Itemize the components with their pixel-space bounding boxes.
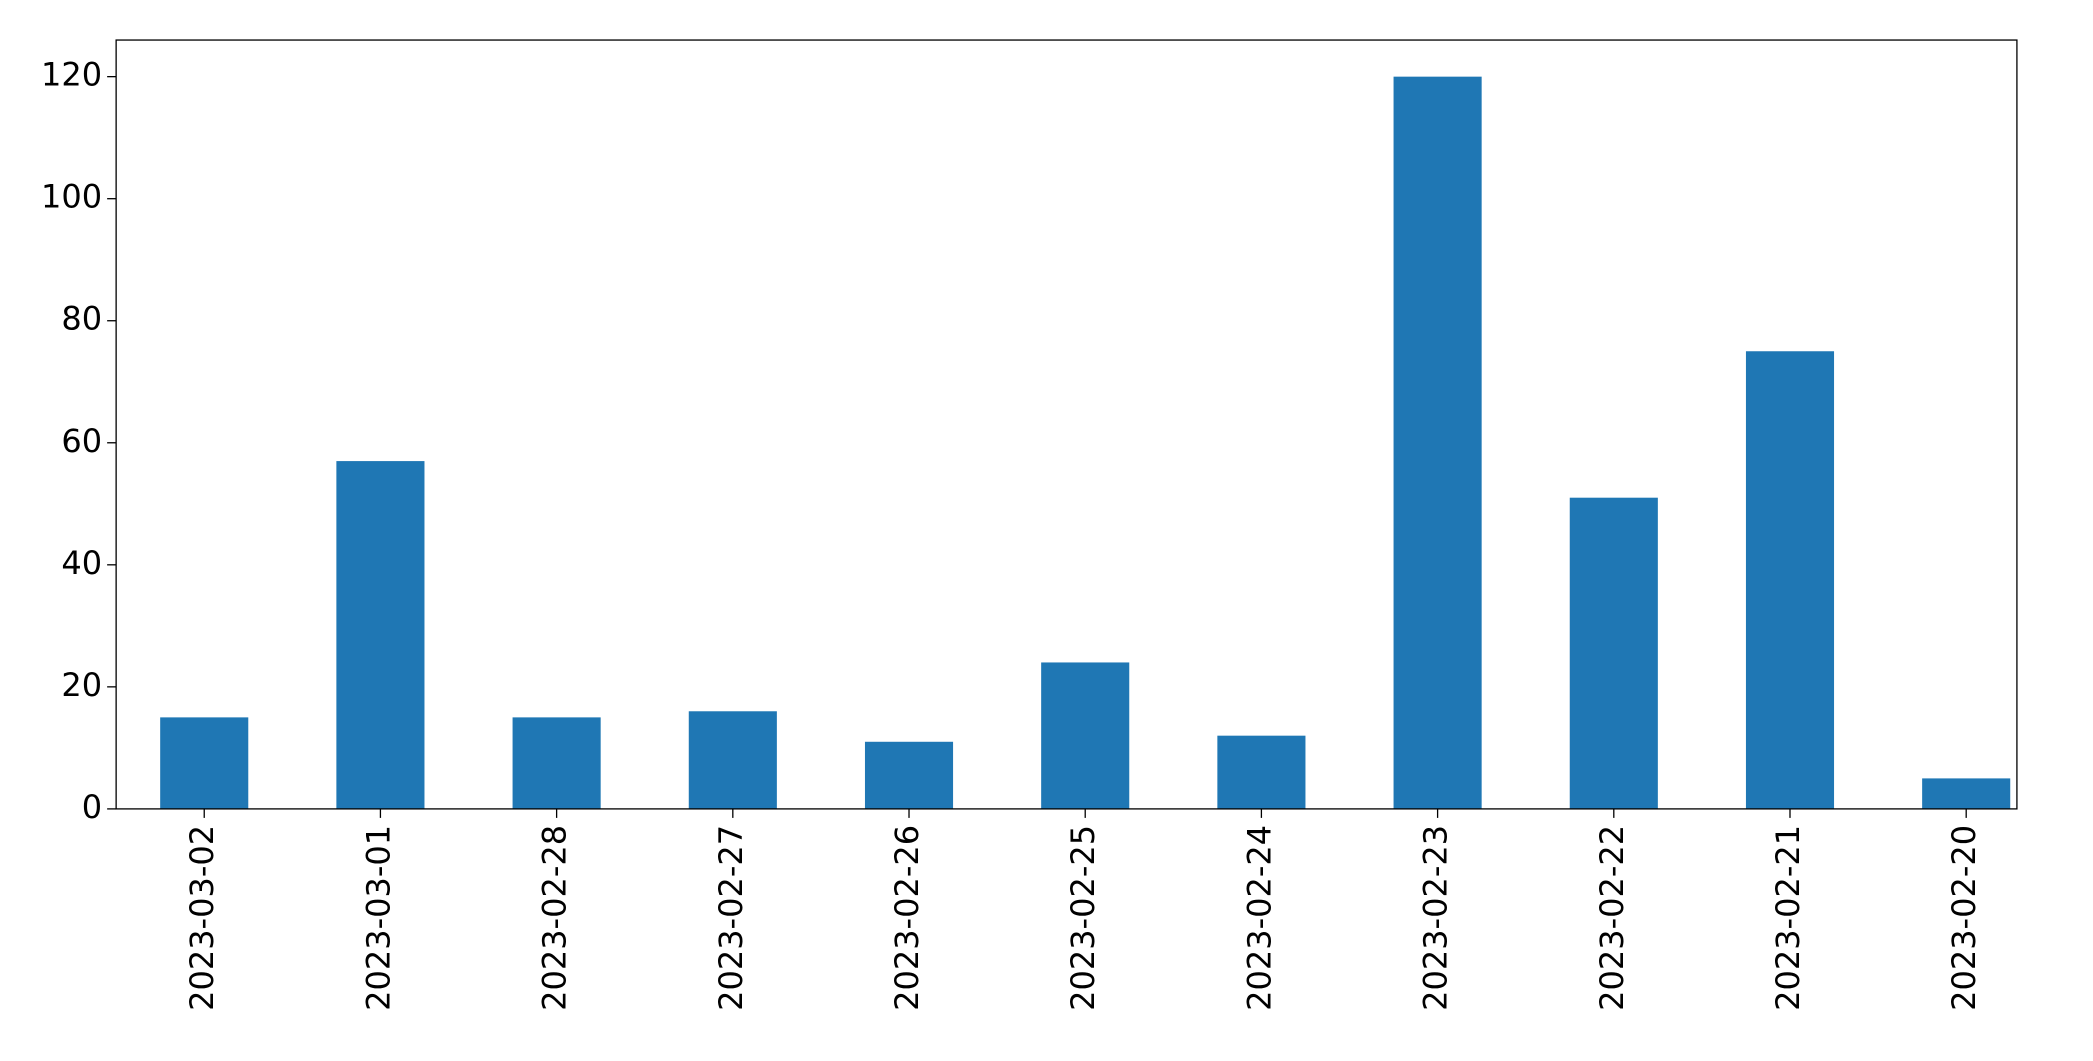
x-tick-label: 2023-02-25 [1064,825,1102,1011]
x-tick-label: 2023-02-20 [1945,825,1983,1011]
bar [336,461,425,809]
bar [1393,76,1482,809]
x-tick-label: 2023-02-21 [1769,825,1807,1011]
y-tick-label: 100 [41,178,102,216]
bar [688,711,777,809]
y-tick-label: 60 [61,422,102,460]
x-tick-label: 2023-02-28 [536,825,574,1011]
y-tick-label: 40 [61,544,102,582]
bar [1745,351,1835,809]
bar [512,717,601,809]
y-tick-label: 0 [82,788,102,826]
x-tick-label: 2023-02-24 [1240,825,1278,1011]
bar [1569,497,1658,809]
y-tick-label: 120 [41,56,102,94]
x-tick-label: 2023-02-23 [1417,825,1455,1011]
plot-frame [115,39,2018,810]
x-tick-label: 2023-03-01 [359,825,397,1011]
x-tick-label: 2023-03-02 [183,825,221,1011]
x-tick-label: 2023-02-26 [888,825,926,1011]
x-tick-label: 2023-02-27 [712,825,750,1011]
y-tick-label: 20 [61,666,102,704]
bar [160,717,249,809]
bar [1041,662,1130,809]
y-tick-label: 80 [61,300,102,338]
bar [1217,735,1306,809]
x-tick-label: 2023-02-22 [1593,825,1631,1011]
bar [864,741,954,809]
bar [1922,778,2011,809]
